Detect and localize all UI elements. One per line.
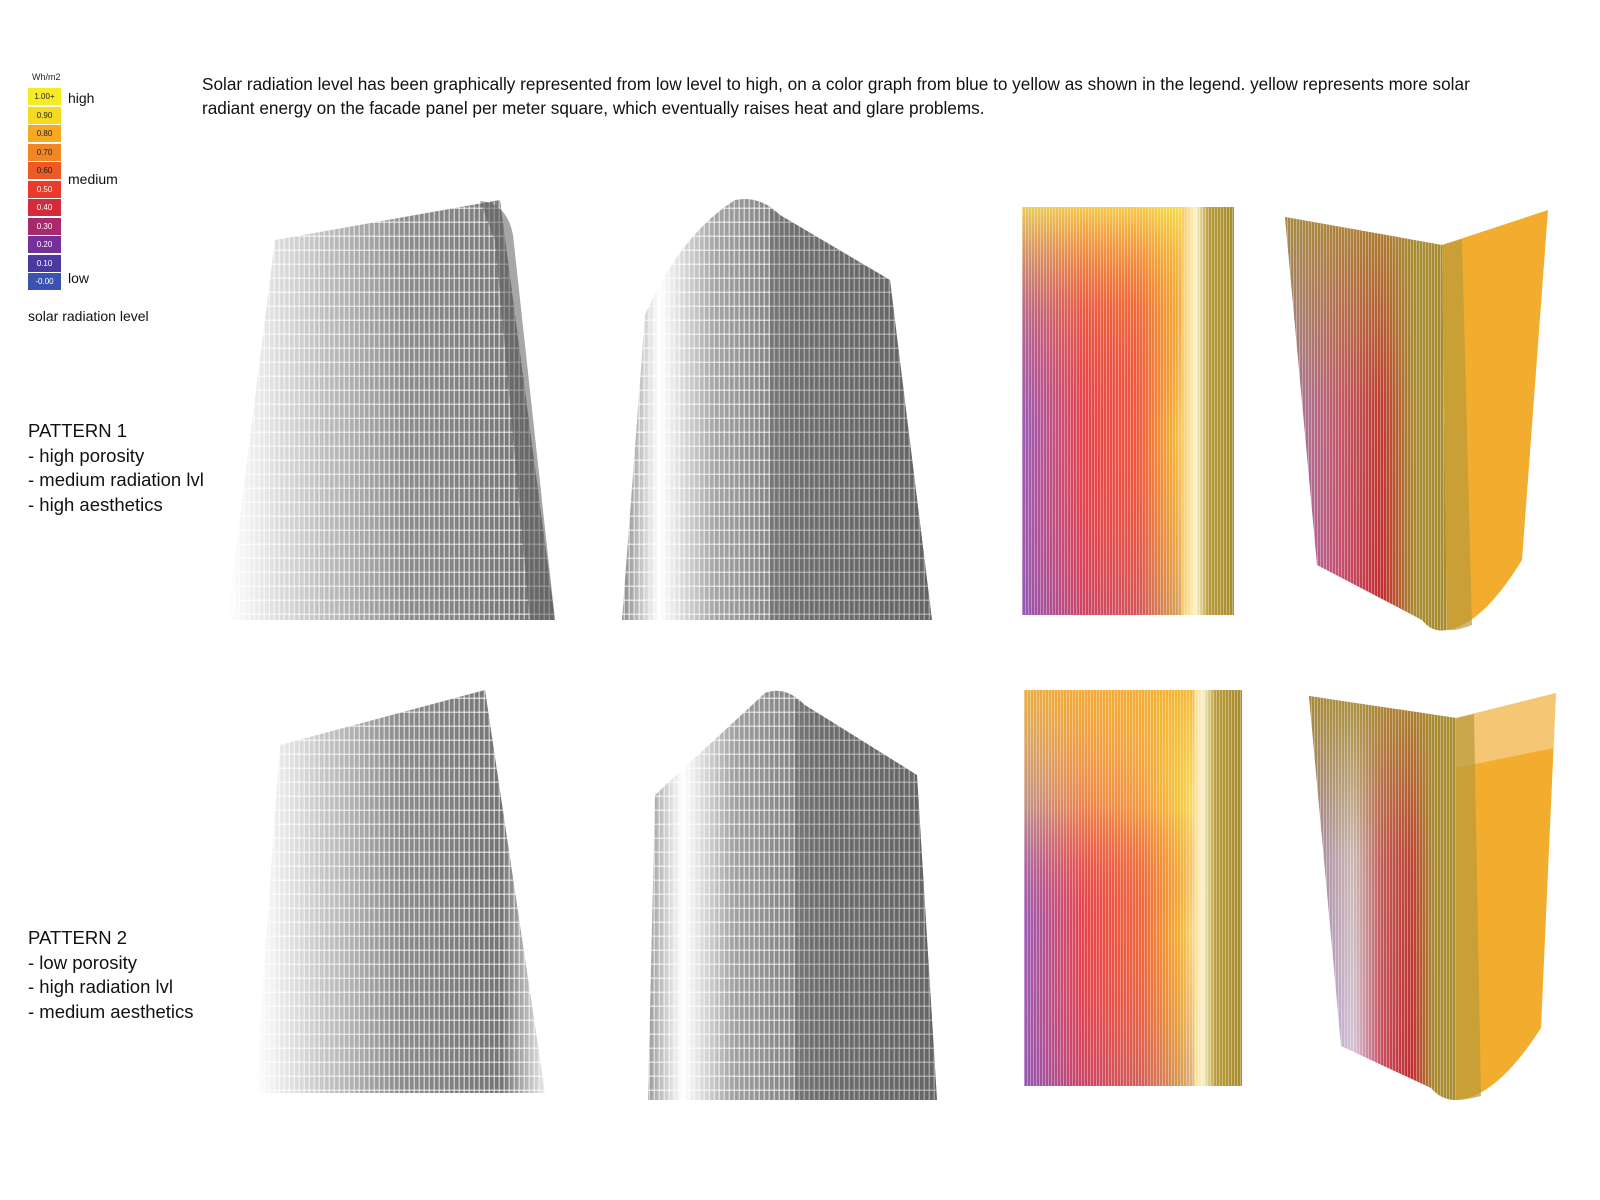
legend-swatch: 0.50 [28, 180, 61, 198]
legend-caption: solar radiation level [28, 308, 149, 324]
pattern-1-radiation-map-b [1285, 210, 1548, 631]
pattern-title: PATTERN 2 [28, 927, 128, 948]
legend-medium-label: medium [68, 171, 118, 187]
pattern-title: PATTERN 1 [28, 420, 128, 441]
legend-swatch: 0.70 [28, 143, 61, 161]
legend-swatch: 0.30 [28, 217, 61, 235]
legend-swatch: 0.60 [28, 162, 61, 179]
legend-swatch: 0.80 [28, 125, 61, 142]
legend-swatch: 0.90 [28, 106, 61, 124]
legend-swatch: 0.10 [28, 254, 61, 272]
pattern-attribute: - medium aesthetics [28, 1000, 194, 1022]
pattern-2-tower-view-b [648, 690, 937, 1100]
pattern-attribute: - high aesthetics [28, 493, 163, 515]
pattern-attribute: - medium radiation lvl [28, 469, 204, 490]
pattern-2-tower-view-a [255, 690, 545, 1093]
pattern-1-radiation-map-a [1022, 207, 1234, 615]
intro-text: Solar radiation level has been graphical… [202, 74, 1470, 118]
legend-swatch: -0.00 [28, 273, 61, 290]
pattern-attribute: - high porosity [28, 444, 145, 466]
legend-swatch: 0.40 [28, 199, 61, 216]
legend-high-label: high [68, 90, 95, 106]
legend-swatch: 0.20 [28, 236, 61, 253]
pattern-1-tower-view-a [227, 200, 555, 620]
pattern-attribute: - low porosity [28, 951, 137, 973]
legend-low-label: low [68, 270, 90, 286]
pattern-2-radiation-map-b [1309, 693, 1556, 1100]
legend-swatches: 1.00+ 0.90 0.80 0.70 0.60 0.50 0.40 0.30… [28, 88, 61, 292]
pattern-1-label: PATTERN 1 - high porosity - medium radia… [28, 419, 204, 517]
pattern-1-tower-view-b [622, 199, 932, 620]
pattern-2-label: PATTERN 2 - low porosity - high radiatio… [28, 926, 194, 1024]
legend-swatch: 1.00+ [28, 88, 61, 105]
pattern-attribute: - high radiation lvl [28, 976, 173, 997]
legend-unit: Wh/m2 [32, 72, 61, 82]
pattern-2-radiation-map-a [1024, 690, 1242, 1086]
